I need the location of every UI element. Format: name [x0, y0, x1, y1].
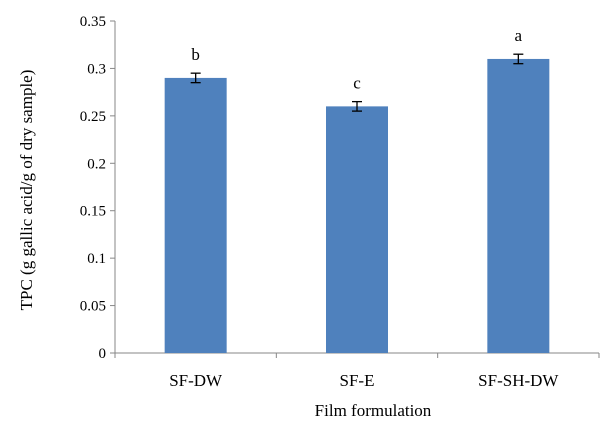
x-category-label: SF-DW [169, 371, 223, 390]
y-axis-title: TPC (g gallic acid/g of dry sample) [17, 70, 36, 311]
y-tick-label: 0 [99, 346, 107, 362]
x-axis-title: Film formulation [315, 401, 432, 420]
y-tick-label: 0.25 [80, 109, 106, 125]
y-tick-label: 0.1 [87, 251, 106, 267]
y-tick-label: 0.2 [87, 156, 106, 172]
significance-label: a [515, 26, 523, 45]
x-category-label: SF-SH-DW [478, 371, 559, 390]
plot-area: 0 0.05 0.1 0.15 0.2 0.25 0.3 0.35 b SF-DW c SF-E a SF… [80, 14, 600, 390]
significance-label: b [191, 45, 200, 64]
bar [326, 106, 388, 353]
y-tick-label: 0.35 [80, 14, 106, 30]
bar [487, 58, 550, 353]
bar [164, 77, 227, 354]
x-category-label: SF-E [340, 371, 375, 390]
significance-label: c [353, 74, 361, 93]
y-tick-label: 0.05 [80, 299, 106, 315]
y-tick-label: 0.3 [87, 61, 106, 77]
y-tick-label: 0.15 [80, 204, 106, 220]
